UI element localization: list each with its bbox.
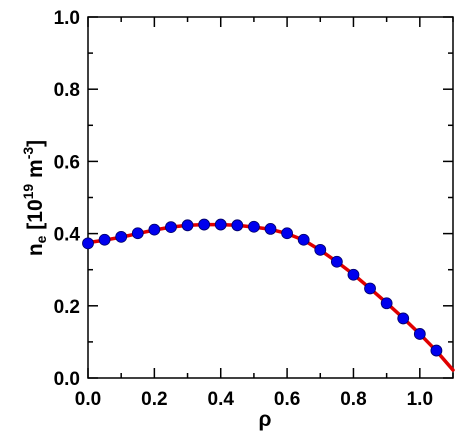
y-axis-label-unit-open: [10	[24, 199, 47, 235]
y-tick-label: 1.0	[54, 8, 80, 29]
y-tick-labels: 0.0 0.2 0.4 0.6 0.8 1.0	[54, 8, 81, 390]
x-tick-label: 0.2	[141, 389, 167, 410]
data-point-marker	[264, 223, 277, 235]
series-layer	[82, 218, 455, 372]
y-axis-label: ne [1019 m-3]	[20, 140, 49, 256]
data-point-marker	[413, 328, 426, 340]
y-tick-label: 0.6	[54, 152, 80, 173]
data-point-marker	[165, 221, 177, 234]
data-point-marker	[148, 223, 161, 236]
data-point-marker	[347, 268, 360, 281]
data-point-marker	[131, 227, 144, 240]
data-point-marker	[248, 220, 260, 233]
data-point-marker	[430, 344, 443, 357]
plot-frame	[87, 16, 454, 379]
y-tick-label: 0.0	[54, 369, 80, 390]
data-point-marker	[231, 219, 244, 232]
y-axis-label-unit-mid: m	[24, 159, 47, 184]
data-point-marker	[115, 230, 128, 243]
data-point-marker	[330, 255, 343, 268]
axis-ticks	[87, 16, 454, 379]
data-point-marker	[281, 227, 293, 240]
data-point-marker	[380, 297, 393, 310]
x-tick-label: 0.0	[75, 389, 101, 410]
y-axis-label-subscript: e	[33, 235, 49, 243]
data-point-marker	[314, 243, 327, 256]
data-point-marker	[98, 233, 111, 246]
x-tick-label: 0.8	[340, 389, 366, 410]
y-tick-label: 0.8	[54, 80, 80, 101]
x-axis-label: ρ	[259, 408, 272, 431]
data-point-marker	[198, 218, 211, 231]
data-point-marker	[214, 218, 227, 231]
x-tick-labels: 0.0 0.2 0.4 0.6 0.8 1.0	[75, 389, 433, 410]
x-tick-label: 1.0	[407, 389, 433, 410]
x-tick-label: 0.4	[208, 389, 235, 410]
y-axis-label-exponent: 19	[20, 184, 36, 200]
y-tick-label: 0.4	[54, 225, 81, 246]
y-axis-label-unit-exponent: -3	[20, 147, 36, 160]
data-point-marker	[181, 219, 194, 232]
x-tick-label: 0.6	[274, 389, 300, 410]
y-tick-label: 0.2	[54, 297, 80, 318]
y-axis-label-symbol: n	[24, 243, 47, 256]
data-point-marker	[397, 312, 410, 325]
data-point-marker	[82, 237, 94, 250]
y-axis-label-unit-close: ]	[24, 140, 47, 147]
data-point-marker	[297, 233, 310, 246]
data-point-marker	[364, 282, 376, 295]
